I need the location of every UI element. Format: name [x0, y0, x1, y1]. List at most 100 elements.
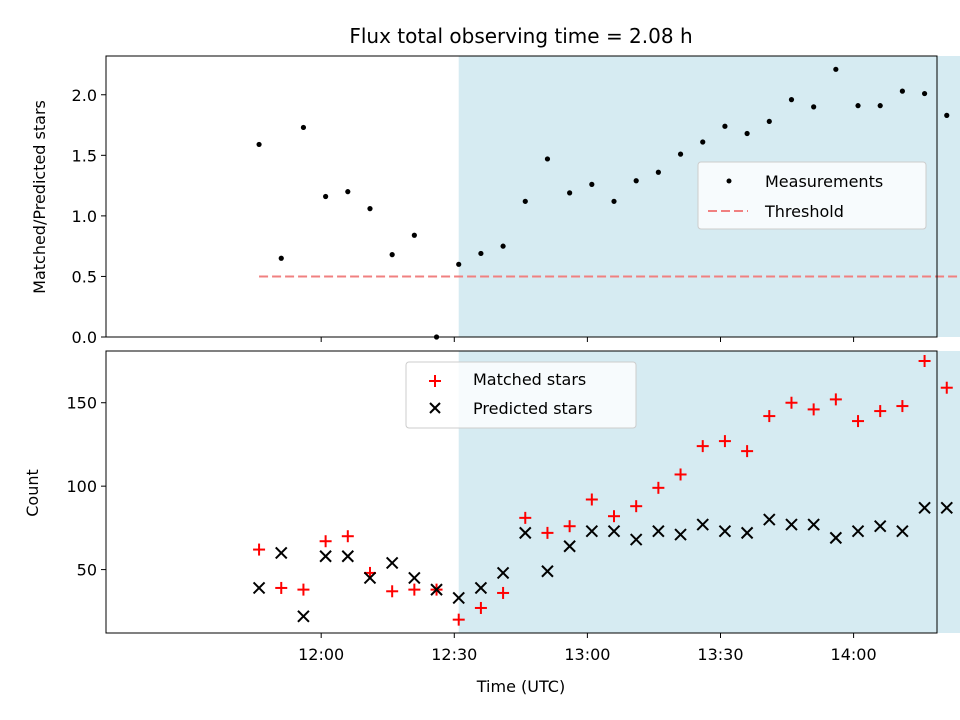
measurement-point	[256, 141, 262, 148]
measurement-point	[389, 252, 395, 258]
matched-star-point	[519, 511, 532, 524]
y-tick-label: 100	[66, 477, 97, 496]
legend-matched-label: Matched stars	[473, 370, 586, 389]
y-tick-label: 2.0	[72, 86, 97, 105]
y-tick-label: 0.5	[72, 267, 97, 286]
matched-star-point	[541, 526, 554, 539]
predicted-star-point	[563, 540, 576, 553]
matched-star-point	[563, 520, 576, 533]
matched-star-point	[674, 468, 687, 481]
x-tick-label: 13:00	[564, 645, 610, 664]
measurement-point	[855, 103, 861, 109]
matched-star-point	[852, 415, 865, 428]
measurement-point	[722, 123, 728, 129]
bottom-axes-frame	[105, 350, 938, 634]
predicted-star-point	[629, 533, 643, 546]
predicted-star-point	[696, 518, 709, 531]
matched-star-point	[341, 530, 354, 543]
x-tick-label: 12:00	[298, 645, 344, 664]
predicted-star-point	[918, 501, 931, 515]
legend-predicted-label: Predicted stars	[473, 399, 593, 418]
y-tick-label: 0.0	[72, 328, 97, 347]
predicted-star-point	[585, 525, 599, 538]
predicted-star-point	[452, 591, 465, 605]
matched-star-point	[608, 510, 621, 523]
predicted-stars-points	[252, 501, 953, 623]
y-tick-label: 1.0	[72, 207, 97, 226]
matched-star-point	[474, 601, 487, 614]
y-tick-label: 1.5	[72, 146, 97, 165]
measurement-point	[788, 97, 795, 103]
measurement-point	[567, 190, 573, 196]
x-axis-label: Time (UTC)	[476, 677, 565, 696]
measurement-point	[677, 151, 684, 157]
top-axes-frame	[105, 55, 938, 338]
measurement-point	[899, 88, 905, 94]
matched-star-point	[408, 583, 421, 596]
measurement-point	[633, 178, 639, 184]
predicted-star-point	[385, 556, 399, 570]
matched-star-point	[630, 500, 643, 513]
matched-star-point	[718, 435, 731, 448]
predicted-star-point	[363, 571, 377, 585]
matched-star-point	[918, 355, 931, 368]
matched-star-point	[386, 585, 399, 598]
matched-star-point	[896, 400, 909, 413]
matched-star-point	[253, 543, 266, 556]
bottom-legend-box	[405, 361, 637, 429]
measurement-point	[478, 250, 484, 257]
predicted-star-point	[652, 525, 665, 538]
top-x-ticks	[320, 337, 855, 342]
x-tick-label: 14:00	[831, 645, 877, 664]
top-y-ticks: 0.0 0.5 1.0 1.5 2.0	[72, 86, 106, 347]
measurement-point	[766, 118, 772, 125]
matched-star-point	[275, 581, 288, 594]
predicted-star-point	[430, 583, 443, 596]
matched-star-point	[741, 445, 754, 458]
legend-predicted-marker	[429, 402, 441, 414]
legend-matched-marker	[429, 375, 441, 387]
measurement-point	[921, 90, 928, 97]
bottom-legend: Matched stars Predicted stars	[405, 361, 637, 429]
matched-star-point	[696, 440, 709, 453]
measurement-point	[944, 112, 950, 118]
predicted-star-point	[252, 581, 266, 595]
measurement-point	[522, 198, 528, 204]
matched-stars-points	[253, 355, 953, 626]
top-legend-box	[697, 161, 927, 230]
x-tick-label: 13:30	[697, 645, 743, 664]
predicted-star-point	[408, 571, 421, 585]
predicted-star-point	[785, 518, 798, 531]
top-legend: Measurements Threshold	[697, 161, 927, 230]
legend-measurements-marker	[726, 178, 732, 184]
top-y-axis-label: Matched/Predicted stars	[30, 100, 49, 294]
predicted-star-point	[607, 525, 621, 538]
predicted-star-point	[319, 550, 332, 563]
predicted-star-point	[519, 526, 532, 540]
measurement-point	[300, 124, 307, 131]
predicted-star-point	[674, 528, 687, 541]
predicted-star-point	[718, 525, 732, 538]
measurement-point	[367, 206, 373, 212]
legend-threshold-label: Threshold	[764, 202, 844, 221]
matched-star-point	[785, 396, 798, 409]
predicted-star-point	[763, 513, 776, 526]
matched-star-point	[319, 535, 332, 548]
matched-star-point	[452, 613, 465, 626]
measurement-point	[456, 261, 462, 267]
measurement-point	[345, 189, 351, 195]
measurement-point	[323, 193, 329, 200]
measurement-point	[278, 255, 284, 261]
measurement-point	[833, 66, 839, 72]
measurement-point	[500, 243, 506, 249]
matched-star-point	[585, 493, 598, 506]
predicted-star-point	[740, 526, 754, 540]
predicted-star-point	[896, 525, 909, 538]
bottom-y-axis-label: Count	[23, 469, 42, 517]
matched-star-point	[497, 586, 510, 599]
predicted-star-point	[829, 531, 843, 545]
predicted-star-point	[341, 550, 355, 563]
bottom-y-ticks: 50 100 150	[66, 394, 106, 580]
predicted-star-point	[297, 610, 310, 623]
